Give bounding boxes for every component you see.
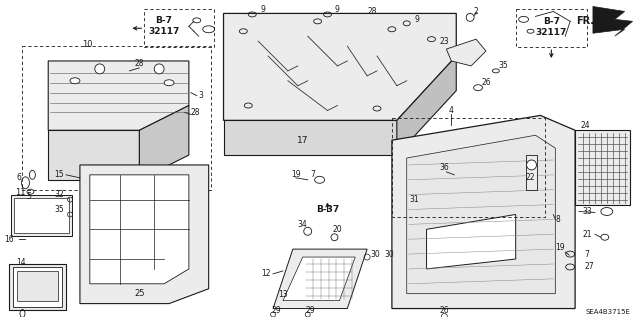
Text: 2: 2 [474,7,479,16]
Text: 5: 5 [26,192,31,201]
Text: 24: 24 [580,121,589,130]
Text: 27: 27 [584,263,594,271]
Circle shape [527,160,536,170]
Text: 28: 28 [367,7,377,16]
Bar [575,130,630,204]
Text: 7: 7 [310,170,315,179]
Text: 28: 28 [191,108,200,117]
Text: 31: 31 [410,195,419,204]
Text: 19: 19 [556,243,565,252]
Text: 9: 9 [414,15,419,24]
Text: 15: 15 [54,170,64,179]
Text: 26: 26 [481,78,491,87]
Text: 33: 33 [582,207,592,216]
Polygon shape [426,214,516,269]
Bar [13,198,69,233]
Text: 14: 14 [17,258,26,268]
Text: 22: 22 [526,173,535,182]
Text: B-37: B-37 [316,205,339,214]
Text: 35: 35 [498,62,508,70]
Text: 29: 29 [306,306,316,315]
Text: 8: 8 [556,215,560,224]
Polygon shape [90,175,189,284]
Text: 17: 17 [297,136,308,145]
Text: B-7: B-7 [156,16,173,25]
Text: 4: 4 [449,106,454,115]
Polygon shape [80,165,209,304]
Bar [22,46,211,190]
Text: 12: 12 [261,269,271,278]
Circle shape [154,64,164,74]
Text: 16: 16 [4,235,13,244]
Text: 9: 9 [260,5,266,14]
Text: SEA4B3715E: SEA4B3715E [585,308,630,315]
Text: 20: 20 [333,225,342,234]
Ellipse shape [70,78,80,84]
Text: 34: 34 [298,220,308,229]
Circle shape [95,64,105,74]
Text: FR.: FR. [576,16,594,26]
Text: 6: 6 [16,173,21,182]
Polygon shape [407,135,556,294]
Polygon shape [48,130,140,180]
Text: 11: 11 [15,188,26,197]
Polygon shape [446,39,486,66]
Polygon shape [223,13,456,120]
Text: 13: 13 [278,290,288,299]
Polygon shape [283,257,355,300]
Bar [13,267,62,307]
Polygon shape [223,120,397,155]
Text: 32: 32 [54,190,64,199]
Text: 29: 29 [271,306,281,315]
Text: 28: 28 [134,59,144,69]
Text: 25: 25 [134,289,145,298]
Text: 32117: 32117 [148,27,180,36]
Polygon shape [397,56,456,155]
Ellipse shape [164,80,174,86]
Polygon shape [593,6,632,36]
Polygon shape [525,155,538,190]
Polygon shape [48,61,189,130]
Bar [11,195,72,236]
Text: 7: 7 [584,249,589,259]
Text: 30: 30 [384,249,394,259]
Text: 26: 26 [440,306,449,315]
Text: 19: 19 [291,170,301,179]
Text: 21: 21 [582,230,591,239]
Text: 9: 9 [335,5,340,14]
Polygon shape [140,106,189,180]
Text: 35: 35 [54,205,64,214]
Polygon shape [392,115,575,308]
Bar [17,271,58,300]
Polygon shape [273,249,367,308]
Bar [516,10,587,47]
Text: 10: 10 [82,40,92,48]
Text: 36: 36 [440,163,449,172]
Bar [144,10,214,47]
Bar [8,264,66,309]
Text: 23: 23 [440,37,449,46]
Text: 30: 30 [370,249,380,259]
Text: 3: 3 [199,91,204,100]
Text: 32117: 32117 [536,28,567,37]
Bar [392,118,545,218]
Text: B-7: B-7 [543,17,560,26]
